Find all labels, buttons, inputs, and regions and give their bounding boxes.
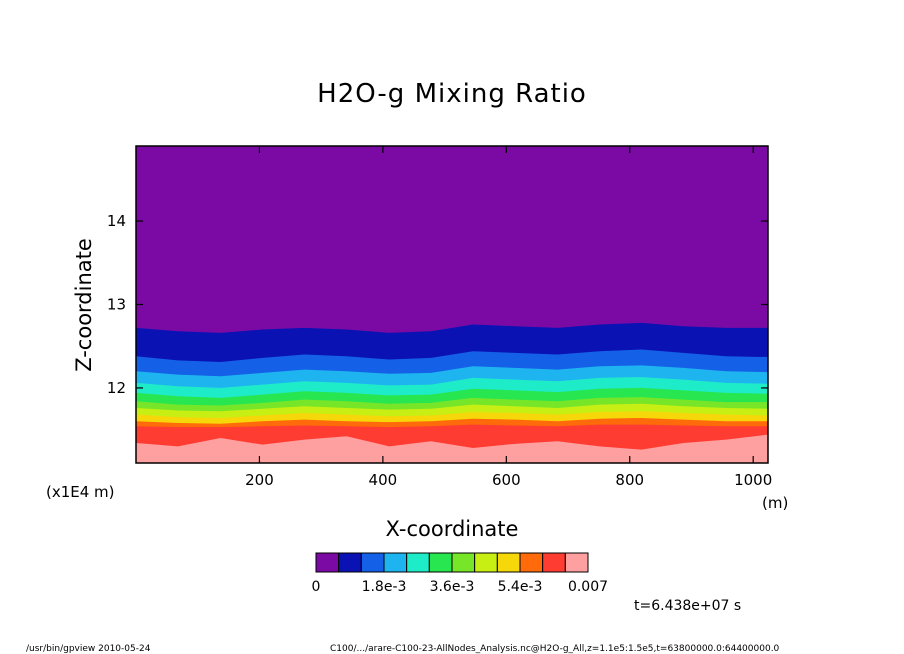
colorbar-tick-label: 0 xyxy=(312,579,321,595)
y-tick-label: 13 xyxy=(107,296,126,314)
colorbar-swatch xyxy=(496,552,521,573)
contour-band-11 xyxy=(136,434,768,463)
footer-left: /usr/bin/gpview 2010-05-24 xyxy=(26,644,151,654)
contour-bands xyxy=(136,322,768,463)
colorbar-swatch xyxy=(519,552,544,573)
colorbar-swatch xyxy=(383,552,408,573)
chart-title: H2O-g Mixing Ratio xyxy=(317,79,587,109)
colorbar-labels: 0 1.8e-3 3.6e-3 5.4e-3 0.007 xyxy=(312,579,609,595)
x-axis-unit: (m) xyxy=(762,494,788,512)
colorbar-tick-label: 0.007 xyxy=(568,579,608,595)
colorbar-tick-label: 3.6e-3 xyxy=(430,579,475,595)
y-tick-label: 12 xyxy=(107,379,126,397)
colorbar-swatch xyxy=(474,552,498,573)
x-tick-label: 1000 xyxy=(734,471,772,489)
x-tick-label: 600 xyxy=(492,471,521,489)
colorbar-swatch xyxy=(428,552,453,573)
colorbar-swatch xyxy=(315,552,340,573)
x-axis-ticks: 200 400 600 800 1000 xyxy=(245,146,772,489)
colorbar xyxy=(315,552,589,573)
colorbar-swatch xyxy=(564,552,589,573)
colorbar-swatch xyxy=(338,552,362,573)
y-axis-ticks: 12 13 14 xyxy=(107,212,768,397)
y-tick-label: 14 xyxy=(107,212,126,230)
x-axis-label: X-coordinate xyxy=(386,517,519,541)
colorbar-tick-label: 5.4e-3 xyxy=(498,579,543,595)
colorbar-swatch xyxy=(542,552,566,573)
time-label: t=6.438e+07 s xyxy=(634,598,741,614)
colorbar-swatch xyxy=(451,552,476,573)
footer-right: C100/.../arare-C100-23-AllNodes_Analysis… xyxy=(330,644,780,654)
plot-area xyxy=(135,145,769,464)
colorbar-swatch xyxy=(406,552,430,573)
x-tick-label: 800 xyxy=(615,471,644,489)
colorbar-tick-label: 1.8e-3 xyxy=(362,579,407,595)
x-tick-label: 400 xyxy=(369,471,398,489)
colorbar-swatch xyxy=(360,552,385,573)
y-axis-label: Z-coordinate xyxy=(72,238,96,372)
x-tick-label: 200 xyxy=(245,471,274,489)
y-axis-unit: (x1E4 m) xyxy=(46,483,115,501)
